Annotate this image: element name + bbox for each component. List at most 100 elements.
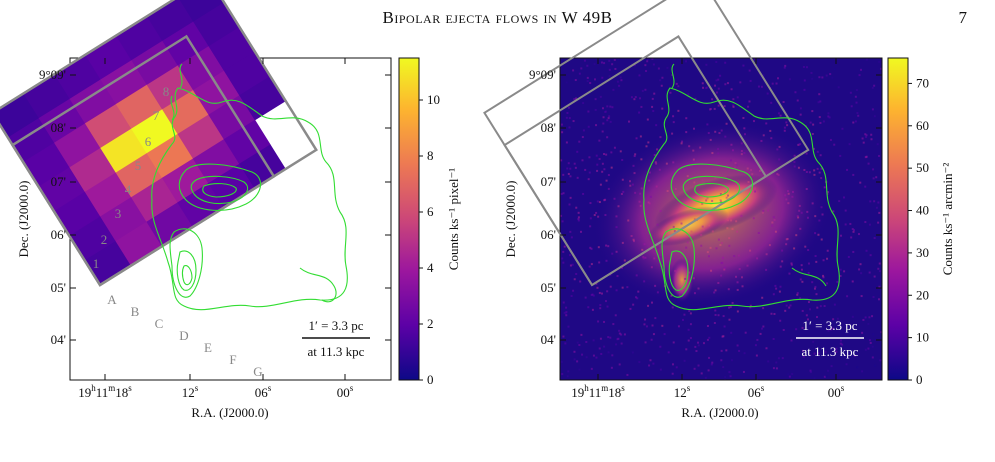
row-label: 2 [101, 232, 108, 247]
colorbar-tick-label: 10 [427, 92, 440, 107]
right-xticks: 19h11m18s 12s 06s 00s [571, 58, 845, 400]
left-outer-box [0, 0, 318, 287]
map-pixel [146, 65, 194, 110]
colorbar-tick-label: 6 [427, 204, 434, 219]
map-pixel [7, 117, 55, 163]
left-scalebar-bottom: at 11.3 kpc [308, 344, 365, 359]
map-pixel [177, 0, 225, 23]
colorbar-tick-label: 8 [427, 148, 434, 163]
map-pixel [54, 54, 102, 100]
right-colorbar-label: Counts ks⁻¹ arcmin⁻² [940, 163, 955, 276]
right-scalebar-bottom: at 11.3 kpc [802, 344, 859, 359]
contour-outer [151, 87, 348, 311]
right-axes-frame [559, 57, 883, 381]
xtick-label: 19h11m18s [571, 383, 625, 400]
col-label: E [204, 340, 212, 355]
row-label: 5 [135, 158, 142, 173]
map-pixel [239, 144, 287, 189]
colorbar-tick-label: 50 [916, 160, 929, 175]
map-pixel [115, 16, 163, 61]
map-pixel [162, 89, 210, 135]
right-yticks: 9°09' 08' 07' 06' 05' 04' [529, 67, 882, 347]
map-pixel [0, 93, 40, 138]
ytick-label: 04' [541, 332, 556, 347]
map-pixel [85, 35, 133, 80]
map-pixel [208, 26, 256, 72]
map-pixel [38, 167, 86, 212]
xtick-label: 00s [828, 383, 845, 400]
left-colorbar-ticks: 0 2 4 6 8 10 [419, 92, 440, 387]
contour-inner [190, 175, 249, 205]
ytick-label: 06' [541, 227, 556, 242]
xtick-label: 12s [674, 383, 691, 400]
right-xlabel: R.A. (J2000.0) [681, 405, 758, 420]
left-colorbar [398, 57, 420, 381]
map-pixel [23, 142, 71, 188]
contour-south [169, 228, 203, 298]
left-scalebar-top: 1′ = 3.3 pc [309, 318, 364, 333]
xtick-label: 00s [337, 383, 354, 400]
map-pixel [100, 196, 148, 242]
map-pixel [161, 158, 209, 203]
ytick-label: 05' [51, 280, 66, 295]
contour-core [202, 183, 237, 198]
left-yticks: 9°09' 08' 07' 06' 05' 04' [39, 67, 391, 347]
map-pixel [53, 191, 101, 237]
page-number: 7 [958, 8, 968, 27]
map-pixel [146, 0, 194, 42]
contour-filament [170, 63, 183, 121]
map-pixel [69, 147, 117, 193]
left-colorbar-label: Counts ks⁻¹ pixel⁻¹ [446, 168, 461, 271]
map-pixel [131, 177, 179, 223]
right-colorbar-ticks: 0 10 20 30 40 50 60 70 [908, 75, 929, 387]
col-label: F [229, 352, 236, 367]
colorbar-tick-label: 70 [916, 75, 929, 90]
ytick-label: 05' [541, 280, 556, 295]
right-boxes [483, 0, 810, 287]
map-pixel [54, 123, 102, 168]
row-label: 6 [145, 134, 152, 149]
ytick-label: 07' [541, 174, 556, 189]
colorbar-tick-label: 4 [427, 260, 434, 275]
map-pixel [192, 139, 240, 184]
map-pixel [223, 119, 271, 165]
ytick-label: 06' [51, 227, 66, 242]
xtick-label: 06s [748, 383, 765, 400]
colorbar-tick-label: 0 [916, 372, 923, 387]
right-image [560, 58, 882, 380]
map-pixel [131, 109, 179, 154]
map-pixel [208, 95, 256, 140]
row-label: 7 [153, 108, 160, 123]
right-outer-box [483, 0, 810, 287]
contour-south-core [181, 265, 193, 286]
map-pixel [69, 79, 117, 124]
ytick-label: 08' [541, 120, 556, 135]
ytick-label: 04' [51, 332, 66, 347]
map-pixel [69, 216, 117, 261]
colorbar-tick-label: 20 [916, 287, 929, 302]
map-pixel [115, 84, 163, 130]
right-scalebar: 1′ = 3.3 pc at 11.3 kpc [796, 318, 864, 359]
map-pixel [115, 153, 163, 198]
map-pixel [239, 75, 287, 121]
map-pixel [131, 40, 179, 86]
left-xlabel: R.A. (J2000.0) [191, 405, 268, 420]
map-pixel [223, 51, 271, 96]
right-panel: 9°09'08'07'06'05'04' 19h11m18s 12s 06s 00s … [483, 0, 955, 420]
col-label: D [179, 328, 188, 343]
map-pixel [115, 221, 163, 267]
row-label: 3 [115, 206, 122, 221]
colorbar-tick-label: 60 [916, 118, 929, 133]
map-pixel [177, 182, 225, 228]
running-title: Bipolar ejecta flows in W 49B [382, 8, 613, 27]
map-pixel [162, 21, 210, 66]
map-pixel [38, 98, 86, 144]
contour-east [299, 267, 337, 303]
ytick-label: 9°09' [529, 67, 556, 82]
map-pixel [100, 59, 148, 105]
col-label: G [253, 364, 262, 379]
contour-mid [178, 163, 262, 211]
colorbar-tick-label: 10 [916, 330, 929, 345]
